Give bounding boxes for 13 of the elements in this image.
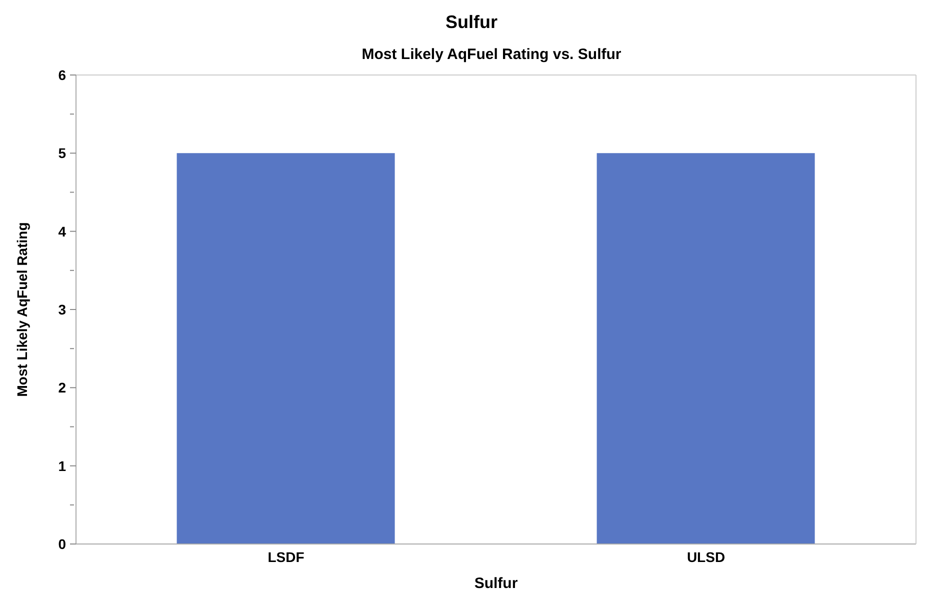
chart-title: Sulfur [444, 12, 498, 33]
y-tick-label: 0 [58, 536, 66, 552]
y-axis-title: Most Likely AqFuel Rating [14, 222, 30, 397]
y-tick-label: 6 [58, 67, 66, 83]
x-tick-label: LSDF [268, 548, 305, 565]
y-tick-label: 5 [58, 145, 66, 162]
y-tick-label: 2 [58, 380, 66, 396]
y-tick-label: 3 [58, 302, 66, 318]
x-tick-label: ULSD [686, 548, 726, 565]
y-tick-label: 1 [58, 458, 66, 474]
y-tick-label: 4 [58, 223, 66, 240]
x-axis-title: Sulfur [474, 575, 518, 592]
chart-subtitle: Most Likely AqFuel Rating vs. Sulfur [360, 46, 622, 63]
